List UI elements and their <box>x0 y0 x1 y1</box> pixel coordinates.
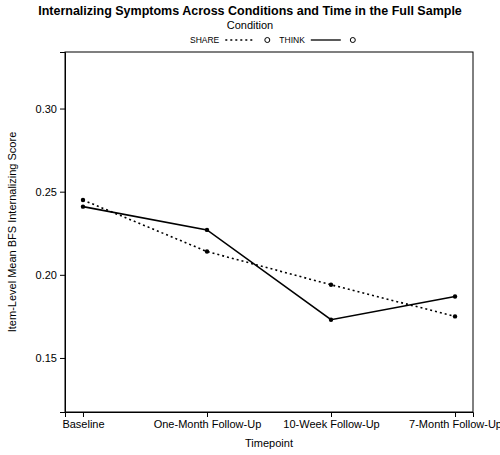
y-tick-label: 0.30 <box>36 103 57 115</box>
y-axis: 0.15 0.20 0.25 0.30 <box>36 53 66 413</box>
x-tick-label: 7-Month Follow-Up <box>409 418 500 430</box>
x-tick-mark <box>83 412 84 417</box>
y-axis-title: Item-Level Mean BFS Internalizing Score <box>6 132 18 333</box>
x-axis-line <box>66 413 474 418</box>
legend-line <box>311 39 341 40</box>
legend-entry: THINK <box>279 35 355 45</box>
chart: Internalizing Symptoms Across Conditions… <box>0 0 500 455</box>
series-marker <box>81 198 85 202</box>
y-tick: 0.20 <box>36 269 65 281</box>
series-marker <box>329 283 333 287</box>
y-tick-mark <box>60 192 65 193</box>
x-tick: 10-Week Follow-Up <box>283 412 379 430</box>
x-tick-label: Baseline <box>62 418 104 430</box>
legend-label: SHARE <box>190 35 220 45</box>
legend-label: THINK <box>279 35 305 45</box>
y-tick-label: 0.25 <box>36 186 57 198</box>
x-axis-title: Timepoint <box>245 437 293 449</box>
y-tick: 0.25 <box>36 186 65 198</box>
series-marker <box>453 294 457 298</box>
x-tick: One-Month Follow-Up <box>154 412 262 430</box>
series-marker <box>453 314 457 318</box>
y-tick-mark <box>60 275 65 276</box>
plot-area <box>81 198 457 322</box>
x-tick-mark <box>207 412 208 417</box>
legend-title: Condition <box>227 19 273 31</box>
y-tick-mark <box>60 109 65 110</box>
x-tick-label: One-Month Follow-Up <box>154 418 262 430</box>
y-tick-label: 0.20 <box>36 269 57 281</box>
y-tick-label: 0.15 <box>36 352 57 364</box>
y-tick-mark <box>60 358 65 359</box>
series-marker <box>81 204 85 208</box>
x-tick: 7-Month Follow-Up <box>409 412 500 430</box>
title: Internalizing Symptoms Across Conditions… <box>38 4 462 18</box>
y-tick: 0.15 <box>36 352 65 364</box>
series-line <box>83 207 455 320</box>
y-axis-line <box>60 53 66 413</box>
x-tick: Baseline <box>62 412 104 430</box>
legend-line <box>225 39 255 40</box>
x-axis: Baseline One-Month Follow-Up 10-Week Follo… <box>62 412 500 430</box>
series-marker <box>329 318 333 322</box>
legend-entry: SHARE <box>190 35 270 45</box>
plot-frame <box>65 52 473 412</box>
x-tick-mark <box>455 412 456 417</box>
series-marker <box>205 249 209 253</box>
legend-marker <box>350 38 355 43</box>
x-tick-mark <box>331 412 332 417</box>
y-tick: 0.30 <box>36 103 65 115</box>
series-marker <box>205 228 209 232</box>
legend-marker <box>265 38 270 43</box>
x-tick-label: 10-Week Follow-Up <box>283 418 379 430</box>
